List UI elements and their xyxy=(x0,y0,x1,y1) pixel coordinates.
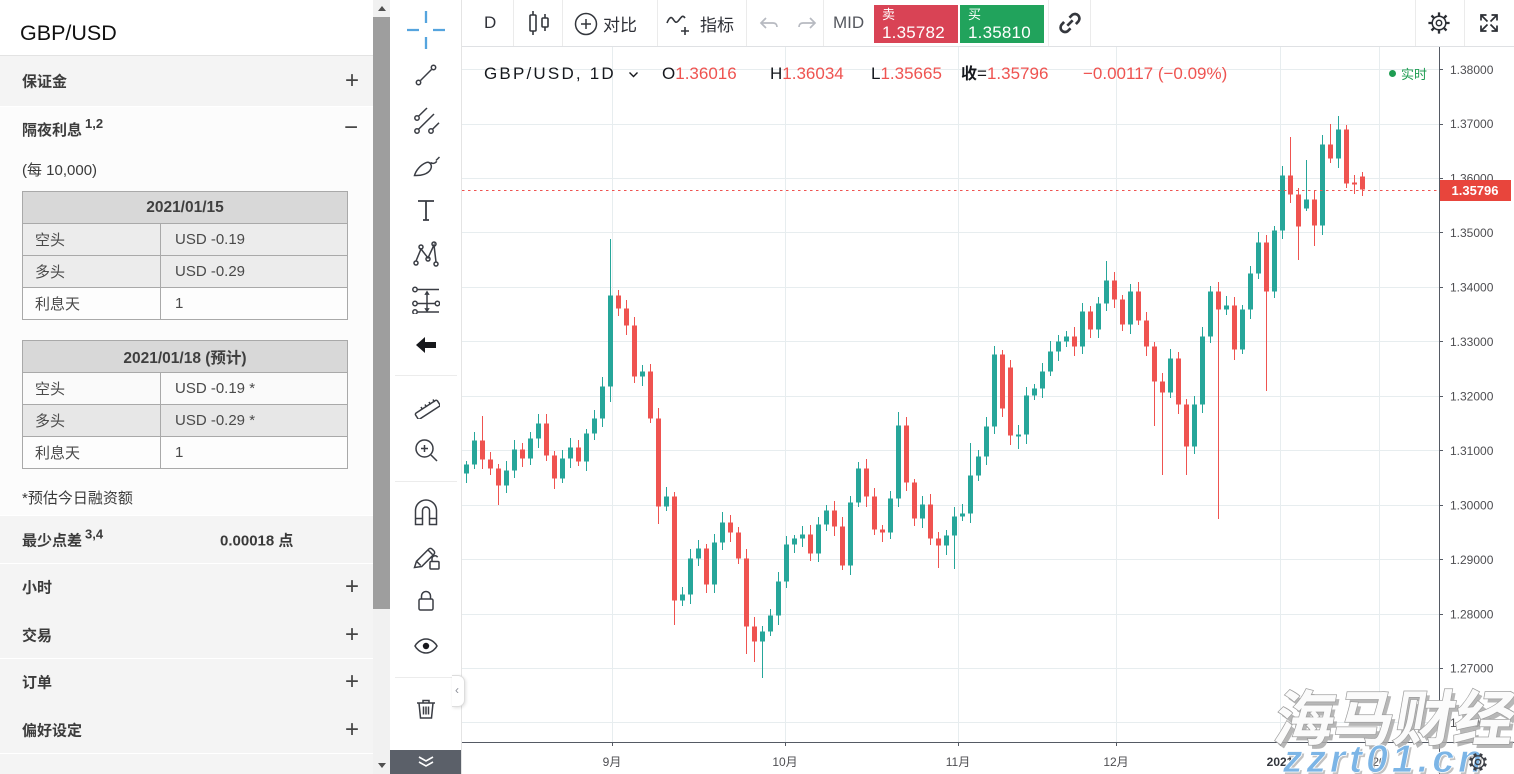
svg-text:1.35796: 1.35796 xyxy=(1452,183,1499,198)
svg-text:2021: 2021 xyxy=(1267,755,1294,769)
svg-text:海马财经: 海马财经 xyxy=(1268,672,1514,758)
svg-text:9月: 9月 xyxy=(603,755,622,769)
svg-text:1.27000: 1.27000 xyxy=(1450,662,1494,676)
svg-text:zzrt01.cn: zzrt01.cn xyxy=(1284,740,1488,774)
svg-text:20: 20 xyxy=(1372,755,1386,769)
svg-text:1.28000: 1.28000 xyxy=(1450,607,1494,621)
svg-text:1.32000: 1.32000 xyxy=(1450,390,1494,404)
svg-text:1.29000: 1.29000 xyxy=(1450,553,1494,567)
svg-text:12月: 12月 xyxy=(1103,755,1128,769)
svg-text:1.26000: 1.26000 xyxy=(1450,716,1494,730)
svg-text:1.37000: 1.37000 xyxy=(1450,117,1494,131)
svg-text:1.35000: 1.35000 xyxy=(1450,226,1494,240)
svg-text:10月: 10月 xyxy=(772,755,797,769)
svg-text:1.34000: 1.34000 xyxy=(1450,281,1494,295)
svg-text:1.30000: 1.30000 xyxy=(1450,498,1494,512)
svg-text:11月: 11月 xyxy=(946,755,970,769)
svg-text:海马财经: 海马财经 xyxy=(1272,676,1514,762)
svg-text:1.31000: 1.31000 xyxy=(1450,444,1494,458)
svg-text:1.38000: 1.38000 xyxy=(1450,63,1494,77)
svg-text:zzrt01.cn: zzrt01.cn xyxy=(1282,738,1486,774)
svg-text:1.33000: 1.33000 xyxy=(1450,335,1494,349)
